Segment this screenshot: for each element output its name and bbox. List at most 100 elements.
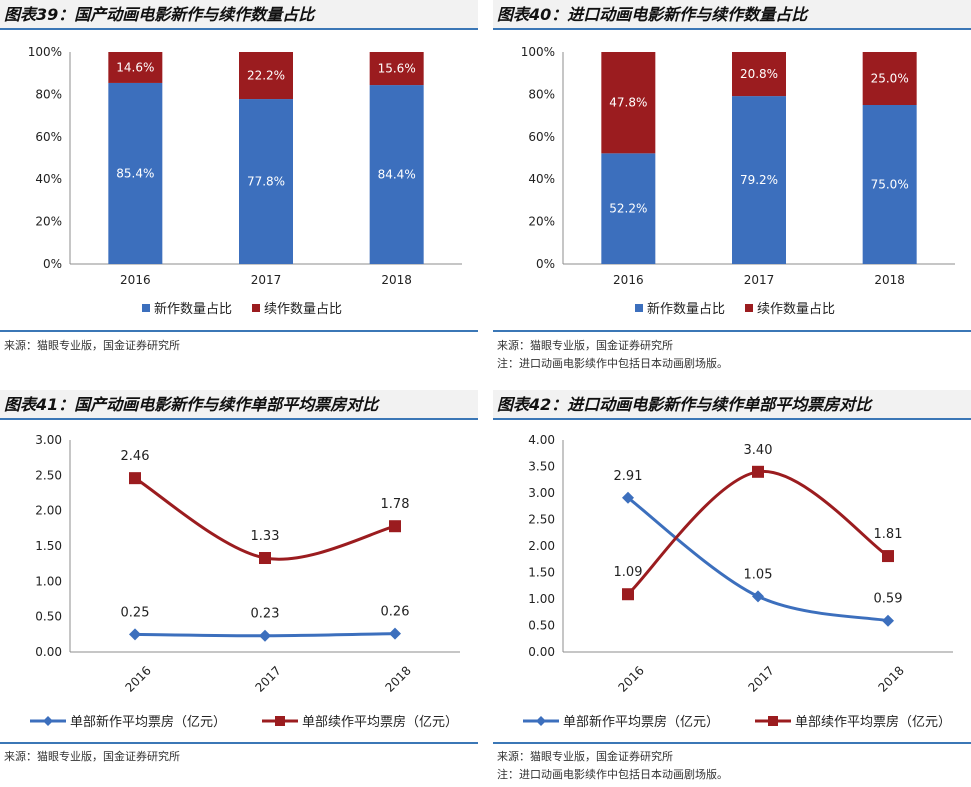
point-new [752, 590, 764, 603]
data-label: 0.23 [251, 607, 280, 622]
bar-new [862, 105, 917, 264]
y-tick-label: 0.00 [528, 645, 555, 659]
bar-new [601, 153, 656, 264]
legend-label: 单部新作平均票房（亿元） [70, 714, 226, 730]
y-tick-label: 2.50 [35, 468, 62, 482]
x-tick-label: 2016 [613, 273, 644, 287]
divider [493, 330, 971, 332]
bar-sequel [239, 52, 293, 100]
chart-canvas: 0.00 0.50 1.00 1.50 2.00 2.50 3.00 3.50 4.00 2016… [523, 433, 953, 730]
bar-sequel [601, 52, 656, 154]
y-tick-label: 40% [528, 172, 555, 186]
y-tick-label: 2.00 [528, 539, 555, 553]
legend-label: 续作数量占比 [264, 302, 342, 317]
legend-swatch [635, 304, 643, 312]
x-tick-label: 2018 [874, 273, 905, 287]
chart-canvas: 0% 20% 40% 60% 80% 100% 85.4% 14.6% 2016 77.8% 22.… [28, 45, 462, 317]
figure-41: 图表41：国产动画电影新作与续作单部平均票房对比 0.00 0.50 1.00 1.5… [0, 390, 478, 787]
data-label: 15.6% [378, 62, 416, 76]
bar-sequel [108, 52, 163, 83]
x-tick-label: 2018 [381, 273, 412, 287]
data-label: 22.2% [247, 69, 285, 83]
data-label: 20.8% [740, 67, 778, 81]
divider [493, 742, 971, 744]
data-label: 3.40 [744, 443, 773, 458]
x-tick-label: 2018 [875, 663, 906, 694]
data-label: 79.2% [740, 173, 778, 187]
line-chart: 0.00 0.50 1.00 1.50 2.00 2.50 3.00 3.50 4.00 2016… [493, 422, 971, 740]
point-sequel [259, 552, 271, 565]
data-label: 1.78 [381, 497, 410, 512]
legend-marker [768, 716, 778, 726]
y-tick-label: 60% [35, 130, 62, 144]
legend-swatch [252, 304, 260, 312]
y-tick-label: 0.00 [35, 645, 62, 659]
y-tick-label: 3.00 [528, 486, 555, 500]
y-tick-label: 3.50 [528, 460, 555, 474]
data-label: 84.4% [378, 168, 416, 182]
legend-marker [536, 716, 546, 726]
y-tick-label: 4.00 [528, 433, 555, 447]
y-tick-label: 1.00 [528, 592, 555, 606]
point-sequel [622, 588, 634, 601]
y-tick-label: 20% [528, 215, 555, 229]
data-label: 14.6% [116, 60, 154, 74]
y-tick-label: 0% [536, 257, 555, 271]
data-label: 85.4% [116, 166, 154, 180]
point-new [389, 627, 401, 640]
y-tick-label: 80% [35, 87, 62, 101]
y-tick-label: 100% [521, 45, 555, 59]
bar-new [369, 85, 424, 265]
x-tick-label: 2017 [251, 273, 282, 287]
point-new [129, 628, 141, 641]
data-label: 1.05 [744, 567, 773, 582]
bar-sequel [732, 52, 786, 97]
point-new [259, 629, 271, 642]
line-sequel [134, 476, 396, 561]
point-sequel [389, 520, 401, 533]
bar-new [108, 82, 163, 264]
x-tick-label: 2018 [382, 663, 413, 694]
y-tick-label: 3.00 [35, 433, 62, 447]
y-tick-label: 2.50 [528, 513, 555, 527]
data-label: 0.59 [874, 592, 903, 607]
x-tick-label: 2016 [120, 273, 151, 287]
y-tick-label: 40% [35, 172, 62, 186]
stacked-bar-chart: 0% 20% 40% 60% 80% 100% 85.4% 14.6% 2016 77.8% 22.… [0, 32, 478, 328]
y-tick-label: 100% [28, 45, 62, 59]
y-tick-label: 0% [43, 257, 62, 271]
source-note: 来源：猫眼专业版，国金证券研究所 [4, 339, 180, 352]
stacked-bar-chart: 0% 20% 40% 60% 80% 100% 52.2% 47.8% 2016 79.2% 20.… [493, 32, 971, 328]
data-label: 1.81 [874, 527, 903, 542]
legend-label: 新作数量占比 [647, 301, 725, 317]
figure-title: 图表40：进口动画电影新作与续作数量占比 [493, 0, 971, 30]
y-tick-label: 1.50 [35, 539, 62, 553]
legend-label: 续作数量占比 [757, 302, 835, 317]
bar-new [732, 96, 786, 264]
y-tick-label: 80% [528, 87, 555, 101]
bar-sequel [862, 52, 917, 105]
source-note: 来源：猫眼专业版，国金证券研究所 [4, 750, 180, 763]
chart-canvas: 0% 20% 40% 60% 80% 100% 52.2% 47.8% 2016 79.2% 20.… [521, 45, 955, 317]
data-label: 0.25 [121, 605, 150, 620]
x-tick-label: 2017 [744, 273, 775, 287]
x-tick-label: 2016 [615, 663, 646, 694]
data-label: 77.8% [247, 175, 285, 189]
figure-39: 图表39：国产动画电影新作与续作数量占比 0% 20% 40% 60% 80% 100% 8… [0, 0, 478, 358]
legend-swatch [745, 304, 753, 312]
chart-canvas: 0.00 0.50 1.00 1.50 2.00 2.50 3.00 2016 2017 2018… [30, 433, 460, 730]
y-tick-label: 60% [528, 130, 555, 144]
figure-title: 图表41：国产动画电影新作与续作单部平均票房对比 [0, 390, 478, 420]
line-chart: 0.00 0.50 1.00 1.50 2.00 2.50 3.00 2016 2017 2018… [0, 422, 478, 740]
data-label: 2.46 [121, 449, 150, 464]
y-tick-label: 20% [35, 215, 62, 229]
data-label: 52.2% [609, 202, 647, 216]
source-note: 来源：猫眼专业版，国金证券研究所 [497, 339, 673, 352]
data-label: 75.0% [871, 178, 909, 192]
point-sequel [752, 465, 764, 478]
legend-marker [43, 716, 53, 726]
point-sequel [882, 550, 894, 563]
y-tick-label: 0.50 [35, 610, 62, 624]
point-new [882, 614, 894, 627]
figure-title: 图表42：进口动画电影新作与续作单部平均票房对比 [493, 390, 971, 420]
